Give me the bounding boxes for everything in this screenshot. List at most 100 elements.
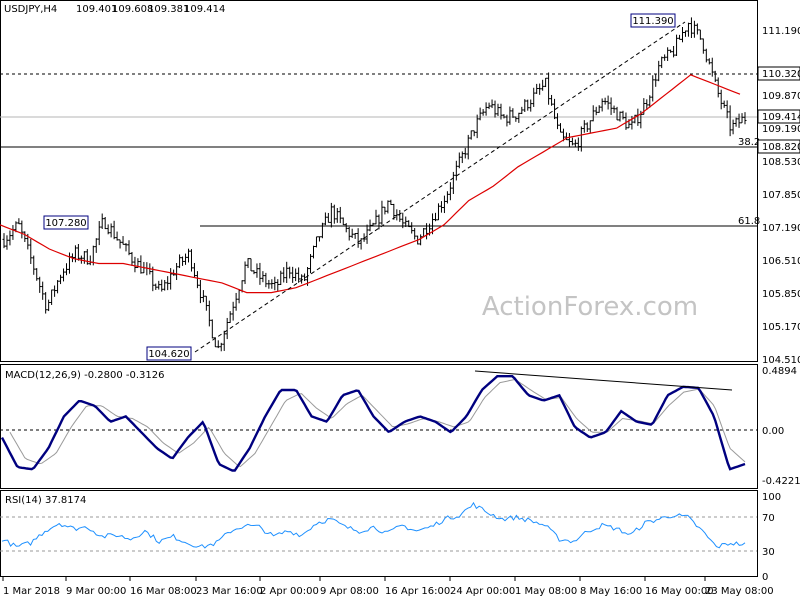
ohlc-bar <box>231 301 235 321</box>
ohlc-bar <box>38 276 42 293</box>
ohlc-bar <box>561 128 565 142</box>
ohlc-bar <box>100 213 104 229</box>
ohlc-bar <box>297 267 301 283</box>
price-label-108820-box <box>757 139 800 154</box>
price-panel: ActionForex.com 38.2 61.8 107.280 104.62… <box>0 0 760 362</box>
ohlc-bar <box>249 258 253 272</box>
ohlc-bar <box>124 243 128 252</box>
ohlc-bar <box>386 200 390 214</box>
price-tick-107850: 107.850 <box>762 190 800 201</box>
ohlc-bar <box>624 112 628 130</box>
ohlc-bar <box>261 271 265 283</box>
ohlc-open: 109.401 <box>76 4 117 15</box>
ohlc-bar <box>496 103 500 116</box>
swing-low-104620-label: 104.620 <box>148 349 189 360</box>
ohlc-bar <box>252 270 256 275</box>
ohlc-bar <box>678 34 682 40</box>
ohlc-bar <box>181 256 185 266</box>
ohlc-bar <box>166 276 170 291</box>
ohlc-bar <box>374 209 378 225</box>
ohlc-bar <box>172 269 176 276</box>
ohlc-bar <box>707 58 711 65</box>
ohlc-bar <box>737 113 741 128</box>
ohlc-bar <box>288 266 292 279</box>
ohlc-bar <box>445 191 449 204</box>
ohlc-bar <box>103 216 107 230</box>
ohlc-bar <box>645 99 649 110</box>
ohlc-bar <box>246 258 250 269</box>
ohlc-bar <box>713 70 717 83</box>
ohlc-bar <box>29 238 33 264</box>
ohlc-bar <box>734 117 738 127</box>
ohlc-bar <box>710 57 714 77</box>
ohlc-bar <box>303 273 307 282</box>
ohlc-bar <box>523 99 527 113</box>
ohlc-bar <box>234 292 238 311</box>
ohlc-bar <box>508 106 512 125</box>
ohlc-bar <box>323 212 327 226</box>
ohlc-bar <box>291 266 295 283</box>
ohlc-bar <box>615 106 619 121</box>
ohlc-bar <box>683 30 687 37</box>
ohlc-bar <box>32 255 36 275</box>
ohlc-bar <box>538 83 542 95</box>
ohlc-bar <box>588 120 592 133</box>
ohlc-bar <box>300 274 304 284</box>
ohlc-bar <box>558 123 562 133</box>
ohlc-bar <box>255 263 259 278</box>
ohlc-bar <box>511 108 515 118</box>
ohlc-bar <box>216 340 220 349</box>
ohlc-bar <box>436 203 440 221</box>
rsi-title: RSI(14) 37.8174 <box>5 495 86 506</box>
macd-panel: MACD(12,26,9) -0.2800 -0.3126 0.4894 0.0… <box>0 364 800 489</box>
ohlc-bar <box>23 231 27 243</box>
ohlc-bar <box>127 240 131 256</box>
ohlc-bar <box>722 100 726 108</box>
ohlc-bar <box>570 137 574 146</box>
ohlc-bar <box>178 254 182 269</box>
ohlc-bar <box>112 220 116 240</box>
ohlc-bar <box>151 266 155 292</box>
ohlc-bar <box>567 133 571 148</box>
ohlc-bar <box>466 134 470 160</box>
ohlc-bar <box>407 220 411 228</box>
ohlc-bar <box>5 235 9 250</box>
ohlc-bar <box>621 110 625 120</box>
ohlc-bar <box>187 248 191 263</box>
ohlc-bar <box>62 268 66 282</box>
ohlc-bar <box>633 114 637 124</box>
ohlc-bar <box>160 279 164 292</box>
ohlc-bar <box>392 203 396 220</box>
ohlc-bar <box>686 22 690 37</box>
price-label-current-box <box>757 109 800 124</box>
chart-title: USDJPY,H4 <box>4 4 57 15</box>
ohlc-bar <box>350 228 354 238</box>
ohlc-bar <box>582 120 586 133</box>
ohlc-bar <box>517 112 521 123</box>
ohlc-bar <box>106 224 110 235</box>
swing-high-107280-label: 107.280 <box>45 218 86 229</box>
ohlc-bar <box>243 261 247 285</box>
ohlc-bar <box>612 105 616 114</box>
ohlc-bar <box>701 38 705 54</box>
ohlc-bar <box>576 137 580 151</box>
ohlc-bar <box>541 79 545 91</box>
ohlc-bar <box>353 233 357 239</box>
ohlc-bar <box>704 48 708 63</box>
ohlc-bar <box>725 100 729 119</box>
ohlc-bar <box>675 34 679 56</box>
rsi-tick-70: 70 <box>762 513 775 524</box>
price-y-axis: 111.190 110.320 109.870 109.414 109.190 … <box>757 26 800 366</box>
ohlc-bar <box>309 254 313 274</box>
ohlc-bar <box>326 212 330 223</box>
ohlc-bar <box>338 206 342 224</box>
ohlc-bar <box>460 151 464 164</box>
ohlc-bar <box>347 226 351 241</box>
ohlc-bar <box>82 251 86 264</box>
ohlc-bar <box>377 214 381 230</box>
macd-panel-frame <box>0 364 758 489</box>
ohlc-bar <box>672 45 676 58</box>
ohlc-bar <box>481 109 485 116</box>
